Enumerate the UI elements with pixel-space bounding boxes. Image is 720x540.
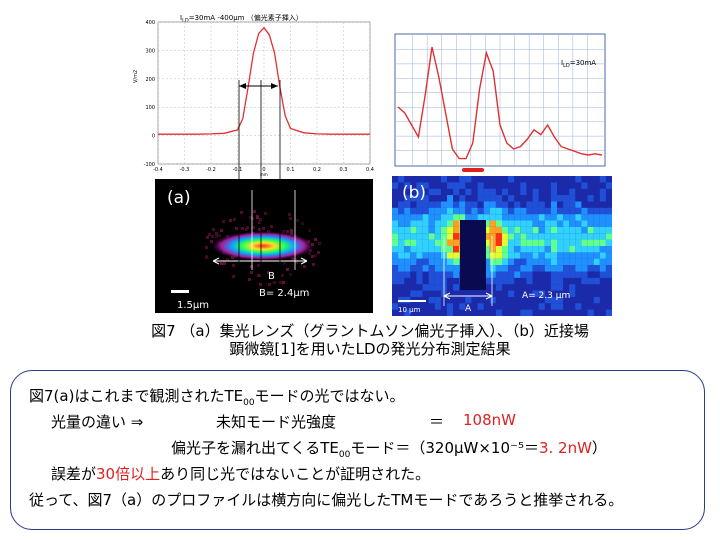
figure-caption: 図7 （a）集光レンズ（グラントムソン偏光子挿入）、（b）近接場 顕微鏡[1]を… [110,322,630,358]
fig-b-plot: ILD=30mA [394,33,606,172]
fig-a-x-tick-label: -0.3 [180,167,190,173]
fig-a-x-tick-label: 0.1 [287,167,295,173]
fig-a-plot: ILD=30mA -400μm （偏光素子挿入） 400 300 200 100 0 -1… [133,13,374,177]
fig-b-grid [396,35,604,165]
fig-a-x-tick-label: 0.3 [340,167,348,173]
fig-a-scale-label: 1.5μm [177,300,209,311]
fig-a-guides [238,80,296,273]
fig-a-scale-bar [171,290,189,293]
fig-a-x-tick-label: -0.4 [153,167,163,173]
fig-a-marker-b: B [268,271,275,282]
fig-b-label: (b) [402,183,426,203]
fig-a-measure: B= 2.4μm [259,288,309,299]
fig-a-label: (a) [167,188,191,208]
conclusion-box: 図7(a)はこれまで観測されたTE00モードの光ではない。 光量の違い ⇒ 未知… [10,370,705,530]
box-line-3: 偏光子を漏れ出てくるTE00モード＝（320μW×10⁻⁵＝3. 2nW） [171,439,607,460]
fig-a-y-tick-label: 0 [152,134,155,140]
fig-a-x-tick-label: 0.4 [366,167,374,173]
fig-a-y-ticks: 400 300 200 100 0 -100 [144,20,155,168]
caption-line-2: 顕微鏡[1]を用いたLDの発光分布測定結果 [229,340,511,358]
fig-b-measure: A= 2.3 μm [522,291,570,301]
box-line-2: 光量の違い ⇒ [51,413,144,431]
te00-leak-value: 3. 2nW [538,439,592,457]
fig-a-y-tick-label: 300 [145,48,155,54]
fig-a-image: (a) B B= 2.4μm 1.5μm [155,179,373,313]
fig-a-x-ticks: -0.4 -0.3 -0.2 -0.1 0 0.1 0.2 0.3 0.4 [153,167,374,173]
box-line-2-label: 未知モード光強度 [216,413,337,431]
fig-a-y-tick-label: 100 [145,105,155,111]
fig-a-spot [211,231,315,261]
fig-b-scale-bar [398,300,426,302]
fig-b-scale-label: 10 μm [398,306,421,314]
fig-a-y-tick-label: -100 [144,162,155,168]
fig-a-plot-title: ILD=30mA -400μm （偏光素子挿入） [180,13,303,24]
fig-b-image: (b) A A= 2.3 μm 10 μm [392,176,612,316]
fig-a-grid [157,21,371,165]
fig-a-curve [158,26,370,135]
fig-a-x-tick-label: -0.1 [233,167,243,173]
error-factor: 30倍以上 [96,465,161,483]
fig-b-curve [397,46,603,160]
box-line-4: 誤差が30倍以上あり同じ光ではないことが証明された。 [51,465,431,483]
fig-a-x-tick-label: 0.2 [313,167,321,173]
fig-b-marker-a: A [465,304,472,314]
fig-a-y-tick-label: 200 [145,77,155,83]
box-line-1: 図7(a)はこれまで観測されたTE00モードの光ではない。 [29,387,405,408]
fig-b-dark-core [460,220,486,290]
fig-b-plot-label: ILD=30mA [561,59,596,69]
fig-a-y-label: V/m2 [133,70,139,83]
caption-line-1: 図7 （a）集光レンズ（グラントムソン偏光子挿入）、（b）近接場 [151,322,589,340]
fig-a-x-tick-label: -0.2 [206,167,216,173]
fig-a-y-tick-label: 400 [145,20,155,26]
box-line-5: 従って、図7（a）のプロファイルは横方向に偏光したTMモードであろうと推挙される… [29,491,624,509]
fig-b-heatmap [392,176,612,316]
unknown-mode-intensity: 108nW [463,411,516,429]
fig-b-marker-bar [462,168,484,172]
box-line-2-eq: ＝ [429,413,445,431]
fig-a-x-label: mm [260,172,268,177]
fig-a-x-tick-label: 0 [262,167,265,173]
